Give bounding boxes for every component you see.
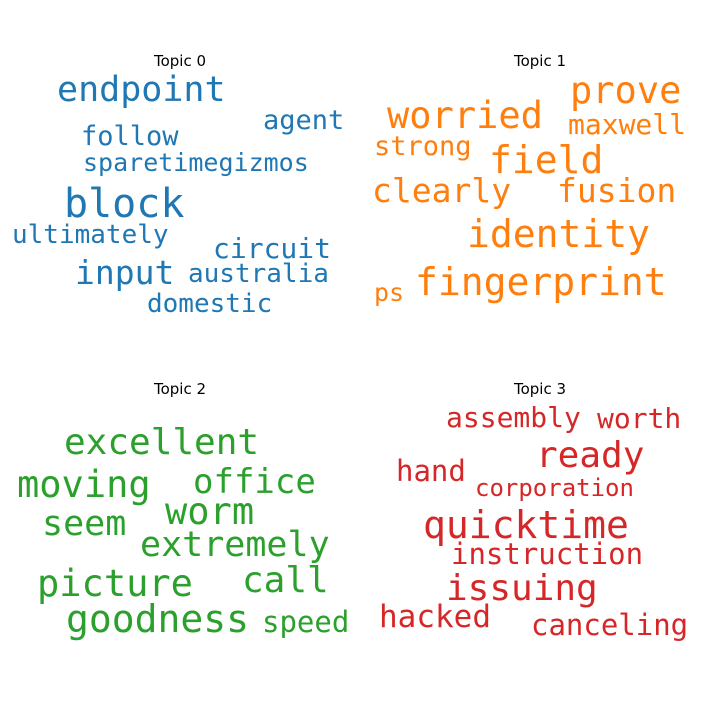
- topic-2-word: excellent: [64, 422, 260, 463]
- topic-1-word: maxwell: [568, 108, 687, 141]
- topic-1-word: prove: [570, 69, 682, 112]
- topic-2-word: office: [193, 462, 316, 502]
- topic-0-title: Topic 0: [153, 52, 207, 70]
- topic-0-word: sparetimegizmos: [83, 148, 309, 177]
- topic-0-word: ultimately: [12, 220, 169, 250]
- topic-0-word: agent: [263, 105, 345, 136]
- topic-3-word: worth: [597, 402, 682, 435]
- topic-0-word: follow: [81, 121, 179, 152]
- topic-0-word: australia: [188, 259, 329, 289]
- topic-0-word: domestic: [147, 289, 273, 319]
- topic-3-word: hand: [396, 454, 466, 488]
- topic-3-panel: Topic 3: [360, 328, 720, 688]
- topic-1-word: fusion: [557, 171, 677, 210]
- topic-2-word: picture: [37, 562, 193, 605]
- topic-2-panel: Topic 2: [0, 328, 360, 688]
- topic-3-word: assembly: [446, 401, 581, 434]
- topic-1-panel: Topic 1: [360, 0, 720, 360]
- topic-0-word: block: [64, 181, 185, 227]
- topic-2-word: extremely: [140, 525, 330, 565]
- topic-2-word: seem: [42, 504, 127, 544]
- topic-2-word: speed: [262, 605, 350, 639]
- topic-2-title: Topic 2: [153, 380, 207, 398]
- topic-2-word: call: [242, 560, 329, 601]
- topic-1-title: Topic 1: [513, 52, 567, 70]
- topic-3-word: issuing: [446, 568, 598, 609]
- topic-3-word: instruction: [451, 537, 644, 571]
- topic-0-word: circuit: [213, 232, 332, 265]
- topic-3-title: Topic 3: [513, 380, 567, 398]
- topic-1-word: field: [489, 138, 604, 182]
- topic-1-word: clearly: [372, 171, 512, 210]
- topic-2-word: goodness: [66, 597, 250, 641]
- topic-1-word: fingerprint: [415, 260, 667, 304]
- topic-3-word: corporation: [475, 474, 634, 502]
- topic-2-word: moving: [17, 463, 151, 506]
- topic-1-word: ps: [374, 278, 405, 307]
- topic-0-word: endpoint: [57, 70, 226, 110]
- topic-1-word: strong: [374, 131, 472, 162]
- topic-0-word: input: [75, 253, 175, 292]
- topic-3-word: canceling: [531, 608, 689, 642]
- topic-0-panel: Topic 0: [0, 0, 360, 360]
- topic-3-word: ready: [536, 435, 645, 476]
- topic-1-word: identity: [467, 212, 651, 256]
- topic-3-word: quicktime: [423, 503, 629, 547]
- topic-2-word: worm: [165, 490, 255, 533]
- topic-1-word: worried: [387, 94, 543, 137]
- topic-3-word: hacked: [379, 599, 491, 635]
